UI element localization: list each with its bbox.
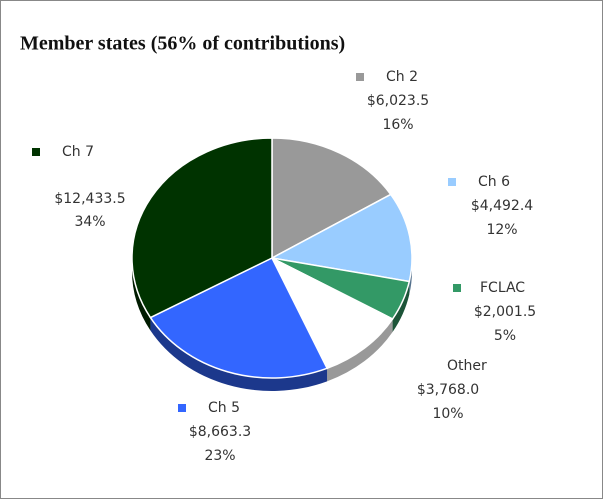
legend-swatch (356, 73, 364, 81)
category-label: Ch 7 (62, 144, 94, 160)
chart-title: Member states (56% of contributions) (20, 33, 345, 55)
category-label: FCLAC (480, 280, 525, 296)
value-label: $3,768.0 (417, 382, 479, 398)
category-label: Ch 6 (478, 174, 510, 190)
pie-slice (131, 137, 273, 319)
legend-swatch (448, 178, 456, 186)
share-label: 34% (74, 214, 105, 230)
value-label: $8,663.3 (189, 424, 251, 440)
value-label: $4,492.4 (471, 198, 533, 214)
pie-slice (271, 137, 392, 260)
pie-side (327, 318, 393, 382)
value-label: $6,023.5 (367, 93, 429, 109)
pie-slice (149, 256, 329, 379)
pie-side (150, 317, 328, 392)
pie-side (132, 258, 151, 331)
category-label: Ch 2 (386, 69, 418, 85)
share-label: 10% (432, 406, 463, 422)
category-label: Ch 5 (208, 400, 240, 416)
pie-slice (270, 256, 394, 370)
value-label: $2,001.5 (474, 304, 536, 320)
legend-swatch (32, 148, 40, 156)
pie-slice (269, 193, 413, 283)
pie-side (392, 281, 410, 332)
share-label: 16% (382, 117, 413, 133)
share-label: 12% (486, 222, 517, 238)
value-label: $12,433.5 (54, 191, 125, 207)
legend-swatch (453, 284, 461, 292)
legend-swatch (178, 404, 186, 412)
category-label: Other (447, 358, 487, 374)
share-label: 5% (494, 328, 516, 344)
share-label: 23% (204, 448, 235, 464)
